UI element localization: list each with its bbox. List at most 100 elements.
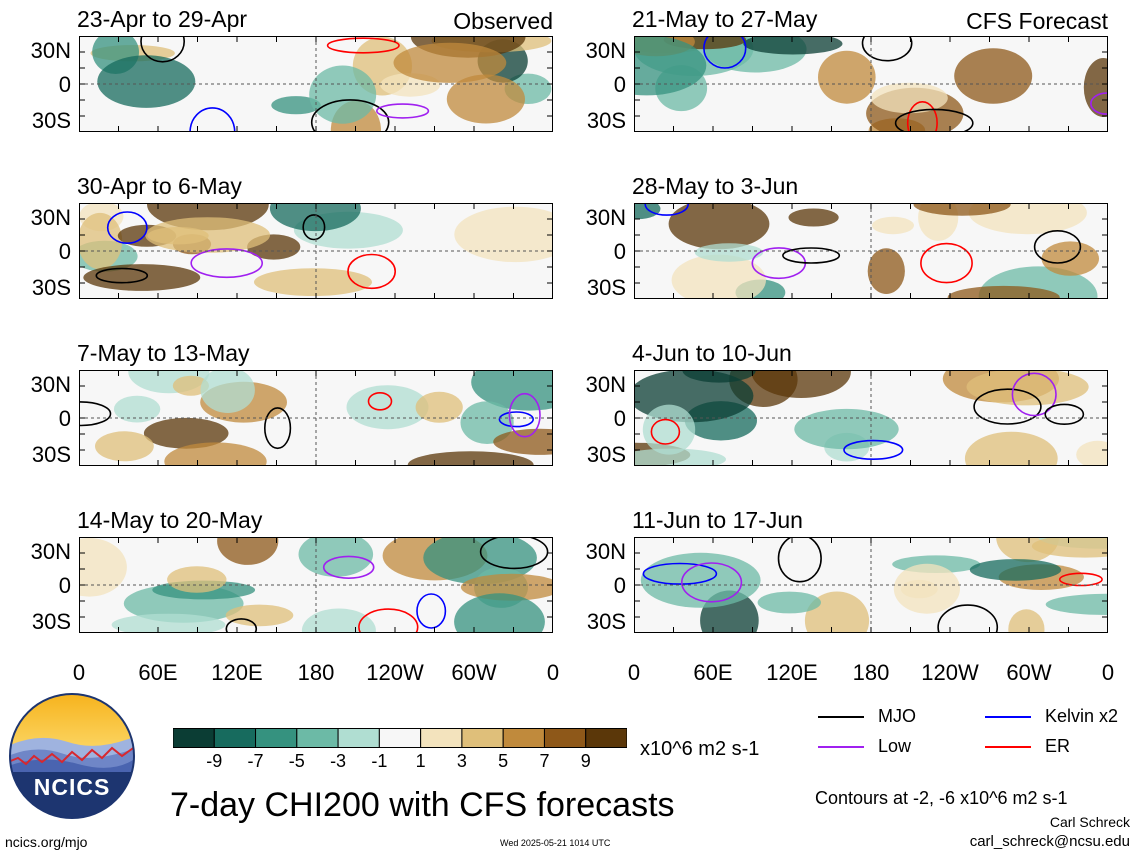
- anomaly-shade: [460, 573, 553, 601]
- contour-line: [264, 407, 292, 450]
- anomaly-shade: [309, 65, 377, 124]
- anomaly-shade: [471, 370, 553, 411]
- anomaly-shade: [446, 74, 525, 124]
- x-tick-label: 60W: [1006, 660, 1052, 685]
- legend-kelvin-label: Kelvin x2: [1045, 706, 1119, 726]
- y-tick-label: 30S: [586, 442, 626, 467]
- colorbar-tick-label: -3: [330, 751, 347, 771]
- colorbar-swatch: [296, 728, 339, 748]
- anomaly-shade: [794, 408, 899, 450]
- x-tick-label: 180: [297, 660, 335, 685]
- contour-line: [843, 439, 904, 460]
- legend-low-label: Low: [878, 736, 912, 756]
- contour-line: [894, 108, 974, 132]
- contour-line: [782, 247, 841, 264]
- anomaly-shade: [301, 608, 376, 633]
- anomaly-shade: [954, 48, 1033, 104]
- anomaly-shade: [113, 395, 161, 423]
- colorbar-tick-label: -7: [247, 751, 264, 771]
- anomaly-shade: [947, 285, 1060, 299]
- anomaly-shade: [1083, 58, 1108, 117]
- colorbar-tick-label: -5: [288, 751, 305, 771]
- anomaly-shade: [668, 203, 770, 250]
- ncics-logo: NCICS: [9, 693, 135, 819]
- legend-mjo-label: MJO: [878, 706, 916, 726]
- colorbar-swatch: [420, 728, 463, 748]
- anomaly-shade: [682, 370, 756, 383]
- panel-map-5: [79, 370, 553, 466]
- anomaly-shade: [634, 448, 726, 466]
- x-tick-label: 180: [852, 660, 890, 685]
- anomaly-shade: [913, 203, 1011, 216]
- panel-map-4: [634, 203, 1108, 299]
- y-tick-label: 0: [613, 239, 626, 264]
- contour-line: [937, 604, 999, 633]
- anomaly-shade: [804, 591, 870, 633]
- contour-line: [777, 537, 822, 583]
- anomaly-shade: [271, 96, 321, 115]
- x-tick-label: 120E: [211, 660, 263, 685]
- x-tick-label: 60E: [693, 660, 733, 685]
- site-link[interactable]: ncics.org/mjo: [5, 834, 88, 850]
- anomaly-shade: [95, 431, 154, 462]
- panel-title: 21-May to 27-May: [632, 6, 818, 32]
- anomaly-shade: [751, 370, 851, 398]
- y-tick-label: 0: [58, 239, 71, 264]
- anomaly-shade: [415, 391, 463, 423]
- contour-line: [1033, 230, 1082, 264]
- anomaly-shade: [164, 442, 267, 466]
- y-tick-label: 30S: [31, 609, 71, 634]
- anomaly-shade: [640, 552, 761, 608]
- y-tick-label: 30N: [30, 205, 71, 230]
- y-tick-label: 30S: [586, 275, 626, 300]
- x-tick-label: 0: [627, 660, 641, 685]
- legend-kelvin-line: [985, 716, 1031, 718]
- colorbar-tick-label: 3: [456, 751, 467, 771]
- anomaly-shade: [225, 604, 294, 627]
- y-tick-label: 30S: [31, 442, 71, 467]
- y-tick-label: 30N: [30, 372, 71, 397]
- contour-line: [367, 391, 393, 411]
- anomaly-shade: [966, 370, 1089, 406]
- contour-line: [1090, 92, 1108, 115]
- y-tick-label: 30N: [585, 372, 626, 397]
- x-tick-label: 60E: [138, 660, 178, 685]
- x-tick-label: 0: [72, 660, 86, 685]
- anomaly-shade: [872, 216, 914, 235]
- panel-source-label: Observed: [453, 8, 553, 34]
- logo-text: NCICS: [34, 774, 111, 800]
- panel-title: 4-Jun to 10-Jun: [632, 340, 792, 366]
- anomaly-shade: [757, 591, 821, 614]
- colorbar-swatch: [543, 728, 587, 748]
- contour-line: [906, 101, 938, 132]
- anomaly-shade: [97, 55, 196, 108]
- colorbar-swatch: [461, 728, 504, 748]
- y-tick-label: 0: [58, 406, 71, 431]
- anomaly-shade: [79, 212, 123, 270]
- y-tick-label: 30S: [31, 275, 71, 300]
- panel-map-1: [79, 36, 553, 132]
- panel-map-3: [79, 203, 553, 299]
- anomaly-shade: [867, 248, 905, 294]
- contour-line: [326, 37, 400, 54]
- anomaly-shade: [642, 404, 696, 455]
- anomaly-shade: [407, 451, 534, 466]
- anomaly-shade: [172, 375, 209, 396]
- contour-line: [642, 562, 718, 585]
- anomaly-shade: [743, 36, 843, 55]
- colorbar-tick-label: 7: [539, 751, 550, 771]
- contour-line: [644, 203, 689, 216]
- y-tick-label: 0: [58, 573, 71, 598]
- contour-line: [322, 555, 375, 579]
- contour-line: [358, 608, 419, 633]
- panel-title: 14-May to 20-May: [77, 507, 263, 533]
- anomaly-shade: [1008, 609, 1045, 633]
- anomaly-shade: [269, 203, 361, 232]
- legend-er-line: [985, 746, 1031, 748]
- y-tick-label: 30N: [30, 539, 71, 564]
- contour-line: [416, 593, 447, 629]
- panel-title: 11-Jun to 17-Jun: [632, 507, 803, 533]
- anomaly-shade: [460, 401, 514, 444]
- contour-line: [302, 214, 326, 241]
- anomaly-shade: [200, 370, 255, 413]
